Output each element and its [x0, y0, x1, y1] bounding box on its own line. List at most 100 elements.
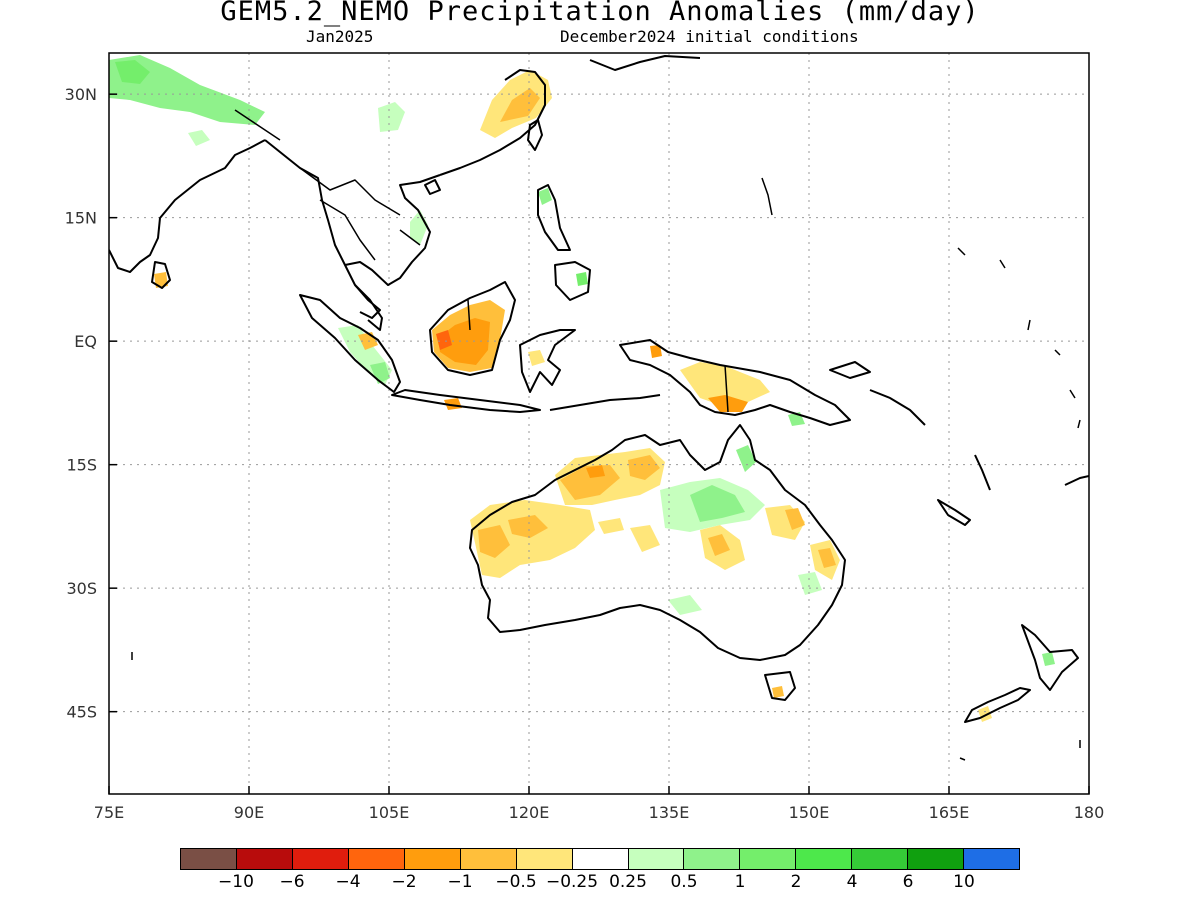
anomaly-borneo-dry-core: [436, 330, 452, 350]
colorbar-swatch: [572, 849, 629, 869]
anomaly-western-australia-dry-core: [478, 525, 510, 558]
anomaly-east-coast-dry-core: [785, 508, 805, 530]
y-tick-label: 15N: [65, 209, 97, 228]
coast-bay-of-bengal: [264, 139, 381, 319]
pacific-islands: [131, 177, 1081, 761]
y-tick-label: 30S: [66, 579, 97, 598]
colorbar-swatch: [236, 849, 293, 869]
coast-nz-north: [1021, 624, 1079, 691]
anomaly-sumatra-wet-core: [370, 362, 390, 384]
anomaly-inland-dry-core: [708, 534, 730, 556]
x-tick-label: 180: [1074, 803, 1105, 822]
colorbar-swatch: [348, 849, 405, 869]
colorbar-swatch: [796, 849, 853, 869]
coast-taiwan: [527, 119, 543, 151]
coast-south-china: [439, 69, 546, 176]
x-tick-label: 165E: [929, 803, 970, 822]
anomaly-nsw-wet: [798, 572, 822, 595]
colorbar-swatch: [740, 849, 797, 869]
y-tick-label: 30N: [65, 85, 97, 104]
plot-frame: [108, 52, 1090, 795]
anomaly-kimberley-dry-core: [586, 465, 605, 478]
x-tick-label: 75E: [94, 803, 124, 822]
coastlines: [109, 55, 1089, 761]
colorbar-swatch: [964, 849, 1020, 869]
colorbar-label: 1: [734, 872, 746, 892]
coast-australia: [469, 424, 846, 661]
colorbar-swatch: [628, 849, 685, 869]
x-axis: 75E 90E 105E 120E 135E 150E 165E 180: [94, 786, 1105, 822]
coast-indochina: [344, 174, 441, 286]
x-tick-label: 105E: [369, 803, 410, 822]
anomaly-nz-wet: [1042, 652, 1055, 666]
anomaly-new-guinea-dry: [680, 362, 770, 405]
colorbar-swatch: [908, 849, 965, 869]
colorbar-label: 0.5: [670, 872, 698, 892]
y-tick-label: EQ: [74, 332, 97, 351]
anomaly-himalaya-wet-core: [115, 60, 150, 84]
coast-malay: [354, 284, 383, 331]
forecast-month: Jan2025: [306, 27, 374, 46]
colorbar-label: 0.25: [609, 872, 647, 892]
coast-sulawesi: [519, 329, 576, 393]
colorbar-label: 6: [902, 872, 914, 892]
coast-tasmania: [764, 671, 796, 701]
colorbar-swatch: [181, 849, 237, 869]
anomaly-north-australia-dry-core: [560, 465, 620, 500]
coast-india: [109, 139, 266, 273]
y-axis: 30N 15N EQ 15S 30S 45S: [65, 85, 117, 722]
coast-new-britain: [829, 361, 871, 379]
anomaly-borneo-dry-mid: [438, 318, 490, 365]
anomaly-vogelkop-dry: [650, 345, 662, 358]
coast-borneo: [429, 281, 516, 376]
anomaly-central-australia-dry: [598, 518, 624, 534]
coast-mindanao: [554, 261, 591, 301]
coast-fiji: [1064, 475, 1089, 486]
coast-luzon: [537, 184, 571, 251]
anomaly-top-end-dry: [628, 455, 660, 480]
anomaly-south-australia-wet: [668, 595, 702, 615]
initial-conditions-label: December2024 initial conditions: [560, 27, 859, 46]
anomaly-south-china-dry-core: [500, 88, 540, 122]
colorbar-label: 2: [790, 872, 802, 892]
map-grid: [109, 53, 1089, 794]
anomaly-western-australia-dry: [470, 500, 595, 578]
anomaly-sulawesi-dry: [528, 350, 545, 366]
coast-vanuatu: [974, 454, 991, 491]
colorbar-label: −4: [335, 872, 361, 892]
colorbar-label: −2: [391, 872, 417, 892]
x-tick-label: 150E: [789, 803, 830, 822]
coast-new-caledonia: [937, 499, 971, 526]
anomaly-central-australia-dry-2: [630, 525, 660, 552]
coast-java: [391, 389, 541, 413]
colorbar-label: −6: [279, 872, 305, 892]
coast-sumatra: [299, 294, 401, 393]
borders: [234, 109, 729, 413]
coast-japan-korea: [589, 55, 701, 71]
anomaly-pilbara-dry-core: [508, 515, 548, 538]
anomaly-philippines-wet: [538, 188, 552, 205]
anomaly-mindanao-wet: [576, 272, 588, 286]
colorbar-label: −0.5: [495, 872, 537, 892]
colorbar-labels: −10 −6 −4 −2 −1 −0.5 −0.25 0.25 0.5 1 2 4 6 10: [0, 872, 1200, 894]
anomaly-tibet-wet-2: [188, 130, 210, 146]
coast-hainan: [424, 179, 441, 195]
colorbar-swatch: [404, 849, 461, 869]
x-tick-label: 135E: [649, 803, 690, 822]
coast-lesser-sunda: [549, 394, 661, 411]
anomaly-cape-york-wet: [736, 445, 756, 472]
colorbar-swatch: [684, 849, 741, 869]
colorbar-swatch: [852, 849, 909, 869]
colorbar-label: −0.25: [545, 872, 599, 892]
anomaly-sri-lanka-dry: [154, 272, 168, 288]
colorbar-label: 4: [846, 872, 858, 892]
anomaly-nsw-dry-core: [818, 548, 836, 568]
anomaly-tibet-wet: [378, 102, 405, 132]
colorbar: [180, 848, 1020, 870]
colorbar-label: 10: [953, 872, 975, 892]
y-tick-label: 15S: [66, 456, 97, 475]
colorbar-swatch: [516, 849, 573, 869]
colorbar-label: −1: [447, 872, 473, 892]
coast-solomons: [869, 389, 926, 426]
